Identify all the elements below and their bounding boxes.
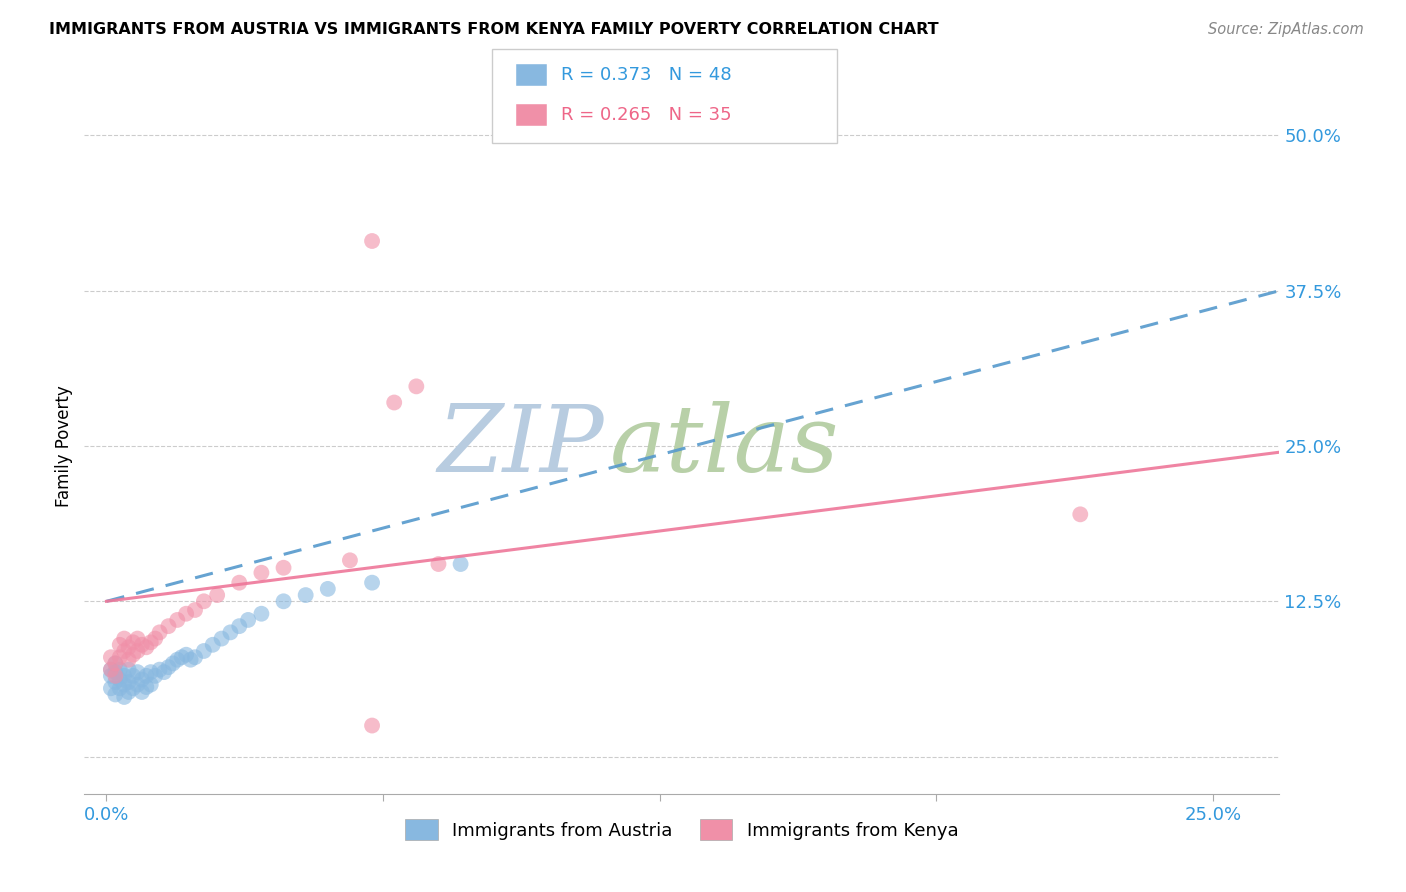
Point	[201, 638, 224, 652]
Point	[100, 650, 122, 665]
Point	[361, 718, 384, 732]
Point	[104, 657, 127, 671]
Point	[117, 653, 139, 667]
Point	[405, 379, 427, 393]
Point	[112, 644, 135, 658]
Point	[100, 669, 122, 683]
Text: atlas: atlas	[610, 401, 839, 491]
Point	[273, 561, 295, 575]
Point	[127, 644, 149, 658]
Point	[127, 677, 149, 691]
Point	[174, 607, 197, 621]
Point	[219, 625, 242, 640]
Point	[450, 557, 472, 571]
Point	[104, 688, 127, 702]
Point	[157, 619, 180, 633]
Point	[100, 663, 122, 677]
Point	[157, 660, 180, 674]
Point	[104, 665, 127, 680]
Point	[127, 665, 149, 680]
Point	[143, 632, 166, 646]
Point	[112, 677, 135, 691]
Point	[104, 657, 127, 671]
Point	[108, 673, 131, 687]
Point	[117, 663, 139, 677]
Point	[193, 594, 215, 608]
Point	[228, 619, 250, 633]
Point	[127, 632, 149, 646]
Point	[143, 669, 166, 683]
Point	[100, 663, 122, 677]
Point	[162, 657, 184, 671]
Point	[149, 625, 172, 640]
Point	[117, 640, 139, 655]
Text: IMMIGRANTS FROM AUSTRIA VS IMMIGRANTS FROM KENYA FAMILY POVERTY CORRELATION CHAR: IMMIGRANTS FROM AUSTRIA VS IMMIGRANTS FR…	[49, 22, 939, 37]
Text: R = 0.373   N = 48: R = 0.373 N = 48	[561, 66, 731, 84]
Point	[112, 690, 135, 704]
Point	[382, 395, 405, 409]
Point	[139, 635, 162, 649]
Point	[211, 632, 233, 646]
Point	[153, 665, 176, 680]
Point	[184, 650, 207, 665]
Point	[361, 234, 384, 248]
Text: ZIP: ZIP	[437, 401, 605, 491]
Point	[294, 588, 316, 602]
Point	[108, 638, 131, 652]
Point	[108, 663, 131, 677]
Point	[170, 650, 193, 665]
Y-axis label: Family Poverty: Family Poverty	[55, 385, 73, 507]
Legend: Immigrants from Austria, Immigrants from Kenya: Immigrants from Austria, Immigrants from…	[398, 813, 966, 847]
Point	[139, 665, 162, 680]
Point	[174, 648, 197, 662]
Point	[205, 588, 228, 602]
Point	[250, 566, 273, 580]
Point	[131, 673, 153, 687]
Point	[112, 669, 135, 683]
Point	[250, 607, 273, 621]
Point	[117, 675, 139, 690]
Point	[361, 575, 384, 590]
Point	[108, 650, 131, 665]
Point	[108, 681, 131, 696]
Point	[339, 553, 361, 567]
Point	[228, 575, 250, 590]
Point	[131, 638, 153, 652]
Point	[104, 675, 127, 690]
Point	[139, 677, 162, 691]
Point	[166, 653, 188, 667]
Point	[135, 669, 157, 683]
Point	[122, 669, 145, 683]
Point	[316, 582, 339, 596]
Point	[1069, 508, 1091, 522]
Point	[184, 603, 207, 617]
Text: R = 0.265   N = 35: R = 0.265 N = 35	[561, 106, 731, 124]
Point	[180, 653, 202, 667]
Text: Source: ZipAtlas.com: Source: ZipAtlas.com	[1208, 22, 1364, 37]
Point	[135, 680, 157, 694]
Point	[131, 685, 153, 699]
Point	[193, 644, 215, 658]
Point	[122, 681, 145, 696]
Point	[122, 635, 145, 649]
Point	[166, 613, 188, 627]
Point	[427, 557, 450, 571]
Point	[149, 663, 172, 677]
Point	[112, 632, 135, 646]
Point	[236, 613, 259, 627]
Point	[135, 640, 157, 655]
Point	[100, 681, 122, 696]
Point	[117, 685, 139, 699]
Point	[104, 669, 127, 683]
Point	[273, 594, 295, 608]
Point	[122, 648, 145, 662]
